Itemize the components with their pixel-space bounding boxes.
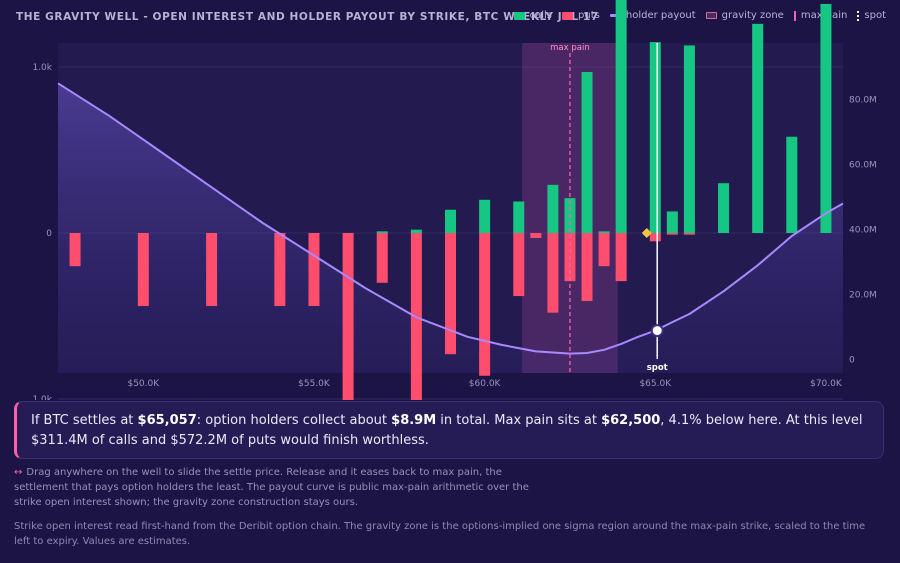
puts-swatch-icon bbox=[562, 11, 574, 20]
y2-tick-label: 20.0M bbox=[849, 291, 877, 301]
summary-text-2: : option holders collect about bbox=[196, 413, 392, 428]
summary-max-pain: $62,500 bbox=[601, 413, 661, 428]
y2-tick-label: 0 bbox=[849, 356, 855, 366]
put-bar bbox=[683, 233, 695, 235]
y-tick-label: 1.0k bbox=[32, 63, 52, 73]
x-tick-label: $50.0K bbox=[127, 379, 160, 389]
calls-swatch-icon bbox=[513, 11, 525, 20]
legend-label-gravity-zone: gravity zone bbox=[721, 10, 784, 21]
y-tick-label: 1.0k bbox=[32, 395, 52, 400]
summary-text-4: , 4.1% below here. At this level $311.4M… bbox=[31, 413, 863, 448]
call-bar bbox=[581, 71, 593, 233]
call-bar bbox=[615, 0, 627, 234]
put-bar bbox=[615, 233, 627, 282]
drag-arrows-icon: ↔ bbox=[14, 467, 23, 478]
call-bar bbox=[547, 184, 559, 233]
source-footnote: Strike open interest read first-hand fro… bbox=[14, 521, 866, 547]
put-bar bbox=[479, 233, 491, 376]
put-bar bbox=[69, 233, 81, 267]
put-bar bbox=[342, 233, 354, 400]
x-tick-label: $70.0K bbox=[810, 379, 843, 389]
spot-handle[interactable] bbox=[650, 324, 664, 338]
call-bar bbox=[666, 211, 678, 233]
call-bar bbox=[376, 231, 388, 233]
y2-tick-label: 40.0M bbox=[849, 226, 877, 236]
call-bar bbox=[683, 45, 695, 233]
call-bar bbox=[445, 209, 456, 233]
legend-label-puts: puts bbox=[578, 10, 600, 21]
legend-item-gravity-zone[interactable]: gravity zone bbox=[705, 10, 784, 21]
summary-settle-price: $65,057 bbox=[137, 413, 197, 428]
call-bar bbox=[718, 183, 730, 233]
settle-marker bbox=[641, 228, 652, 238]
max-pain-label: max pain bbox=[550, 43, 590, 53]
spot-dotted-icon bbox=[857, 10, 860, 21]
legend-item-holder-payout[interactable]: holder payout bbox=[609, 10, 696, 21]
zone-swatch-icon bbox=[705, 12, 717, 19]
y-tick-label: 0 bbox=[46, 229, 52, 239]
drag-hint: ↔ Drag anywhere on the well to slide the … bbox=[14, 465, 554, 510]
call-bar bbox=[786, 136, 798, 233]
payout-area bbox=[58, 83, 843, 374]
legend-item-calls[interactable]: calls bbox=[513, 10, 553, 21]
put-bar bbox=[513, 233, 525, 297]
chart-title: THE GRAVITY WELL - OPEN INTEREST AND HOL… bbox=[16, 11, 599, 23]
legend-label-calls: calls bbox=[529, 10, 553, 21]
put-bar bbox=[598, 233, 610, 267]
put-bar bbox=[530, 233, 542, 238]
gravity-well-chart[interactable]: 2.0k1.0k01.0k80.0M60.0M40.0M20.0M0$50.0K… bbox=[0, 0, 900, 400]
summary-text-3: in total. Max pain sits at bbox=[436, 413, 602, 428]
summary-text-1: If BTC settles at bbox=[31, 413, 138, 428]
call-bar bbox=[479, 199, 491, 233]
legend-label-holder-payout: holder payout bbox=[625, 10, 696, 21]
put-bar bbox=[308, 233, 320, 307]
put-bar bbox=[581, 233, 593, 302]
x-tick-label: $55.0K bbox=[298, 379, 331, 389]
max-pain-tick-icon bbox=[793, 10, 796, 21]
put-bar bbox=[137, 233, 149, 307]
put-bar bbox=[206, 233, 218, 307]
call-bar bbox=[649, 42, 661, 233]
legend-item-puts[interactable]: puts bbox=[562, 10, 600, 21]
x-tick-label: $60.0K bbox=[469, 379, 502, 389]
payout-line-swatch-icon bbox=[609, 14, 621, 17]
summary-payout: $8.9M bbox=[391, 413, 437, 428]
call-bar bbox=[598, 231, 610, 233]
call-bar bbox=[410, 229, 422, 233]
legend-item-spot[interactable]: spot bbox=[857, 10, 886, 21]
drag-hint-text: Drag anywhere on the well to slide the s… bbox=[14, 467, 529, 508]
put-bar bbox=[649, 233, 661, 242]
y2-tick-label: 80.0M bbox=[849, 96, 877, 106]
settlement-summary: If BTC settles at $65,057: option holder… bbox=[14, 401, 884, 459]
x-tick-label: $65.0K bbox=[639, 379, 672, 389]
spot-label: spot bbox=[647, 363, 668, 373]
y2-tick-label: 60.0M bbox=[849, 161, 877, 171]
call-bar bbox=[513, 201, 525, 233]
call-bar bbox=[752, 23, 764, 234]
call-bar bbox=[820, 3, 832, 234]
legend-label-spot: spot bbox=[864, 10, 886, 21]
put-bar bbox=[547, 233, 559, 313]
put-bar bbox=[445, 233, 456, 355]
put-bar bbox=[666, 233, 678, 235]
put-bar bbox=[376, 233, 388, 283]
put-bar bbox=[274, 233, 286, 307]
payout-line bbox=[57, 82, 844, 355]
